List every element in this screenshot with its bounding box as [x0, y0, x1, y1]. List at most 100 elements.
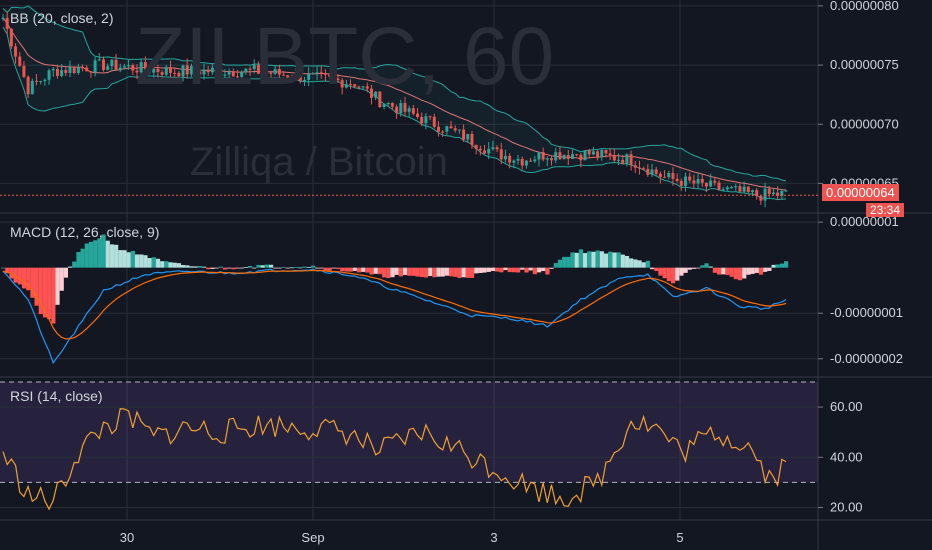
candle-body	[47, 70, 51, 80]
time-tick-label: 30	[120, 530, 134, 545]
macd-histogram-bar	[423, 267, 429, 278]
candle-body	[273, 69, 277, 74]
candle-body	[323, 73, 327, 75]
rsi-tick-label: 40.00	[830, 449, 863, 464]
macd-histogram-bar	[93, 240, 98, 268]
macd-histogram-bar	[164, 261, 169, 268]
macd-histogram-bar	[536, 267, 542, 273]
macd-histogram-bar	[779, 263, 785, 268]
candle-body	[51, 68, 55, 71]
macd-histogram-bar	[373, 267, 378, 274]
candle-body	[654, 169, 658, 174]
bb-band-fill	[3, 5, 786, 200]
macd-histogram-bar	[319, 267, 324, 269]
macd-histogram-bar	[30, 267, 35, 298]
candle-body	[390, 103, 394, 107]
candle-body	[617, 159, 621, 161]
macd-histogram-bar	[201, 266, 207, 268]
macd-line	[2, 268, 787, 365]
candle-body	[349, 84, 353, 86]
candle-body	[520, 158, 524, 166]
candle-body	[579, 154, 583, 161]
macd-histogram-bar	[231, 267, 236, 270]
macd-histogram-bar	[256, 264, 261, 268]
candle-body	[516, 158, 520, 161]
candle-body	[428, 116, 432, 118]
macd-histogram-bar	[750, 267, 755, 274]
candle-body	[432, 116, 436, 127]
candle-body	[374, 91, 378, 98]
macd-indicator-label[interactable]: MACD (12, 26, close, 9)	[10, 224, 160, 240]
candle-body	[302, 79, 306, 82]
macd-histogram-bar	[13, 267, 18, 283]
macd-histogram-bar	[260, 265, 265, 268]
macd-histogram-bar	[122, 250, 127, 268]
candle-body	[240, 72, 244, 77]
macd-histogram-bar	[415, 267, 420, 277]
candle-body	[570, 154, 574, 159]
macd-histogram-bar	[377, 267, 383, 275]
macd-histogram-bar	[252, 267, 257, 269]
macd-histogram-bar	[76, 252, 81, 268]
candle-body	[713, 180, 717, 183]
candle-body	[55, 68, 59, 77]
macd-histogram-bar	[289, 267, 295, 269]
macd-histogram-bar	[482, 267, 487, 273]
macd-histogram-bar	[432, 267, 437, 278]
macd-histogram-bar	[616, 252, 621, 268]
macd-histogram-bar	[700, 265, 705, 268]
candle-body	[449, 126, 453, 129]
candle-body	[604, 150, 608, 154]
macd-histogram-bar	[139, 254, 144, 268]
macd-histogram-bar	[436, 267, 441, 277]
candle-body	[416, 113, 420, 117]
candle-body	[575, 154, 579, 156]
macd-histogram-bar	[528, 267, 533, 271]
candle-body	[210, 67, 214, 73]
macd-histogram-bar	[281, 267, 286, 268]
candle-body	[382, 104, 386, 108]
macd-histogram-bar	[42, 267, 48, 318]
candle-body	[445, 126, 449, 132]
macd-histogram-bar	[143, 255, 148, 268]
macd-histogram-bar	[679, 267, 684, 276]
candle-body	[441, 131, 445, 133]
macd-histogram-bar	[516, 267, 521, 273]
macd-histogram-bar	[63, 267, 69, 278]
macd-histogram-bar	[189, 266, 194, 268]
candle-body	[625, 154, 629, 165]
macd-histogram-bar	[181, 264, 186, 268]
candle-body	[139, 62, 143, 73]
bb-lower-band	[2, 27, 787, 201]
candle-body	[675, 178, 679, 182]
macd-histogram-bar	[197, 265, 202, 268]
macd-histogram-bar	[382, 267, 387, 278]
candle-body	[81, 67, 85, 69]
macd-histogram-bar	[541, 267, 546, 272]
rsi-indicator-label[interactable]: RSI (14, close)	[10, 388, 103, 404]
candle-body	[700, 178, 704, 183]
time-tick-label: 5	[676, 530, 683, 545]
candle-body	[277, 69, 281, 75]
candle-body	[378, 91, 382, 108]
time-tick-label: Sep	[301, 530, 324, 545]
macd-histogram-bar	[721, 267, 726, 275]
candle-body	[420, 116, 424, 124]
candle-body	[478, 148, 482, 151]
macd-histogram-bar	[26, 267, 31, 291]
candle-body	[751, 190, 755, 193]
candle-body	[688, 176, 692, 181]
candle-countdown-tag: 23:34	[866, 203, 905, 217]
candle-body	[621, 159, 625, 165]
macd-histogram-bar	[507, 267, 512, 273]
rsi-line	[2, 407, 787, 511]
macd-histogram-bar	[365, 267, 370, 273]
candle-body	[202, 69, 206, 75]
candle-body	[780, 190, 784, 196]
bb-indicator-label[interactable]: BB (20, close, 2)	[10, 10, 114, 26]
macd-histogram-bar	[109, 244, 115, 268]
macd-histogram-bar	[9, 267, 14, 279]
macd-histogram-bar	[566, 256, 571, 268]
candle-body	[491, 147, 495, 149]
